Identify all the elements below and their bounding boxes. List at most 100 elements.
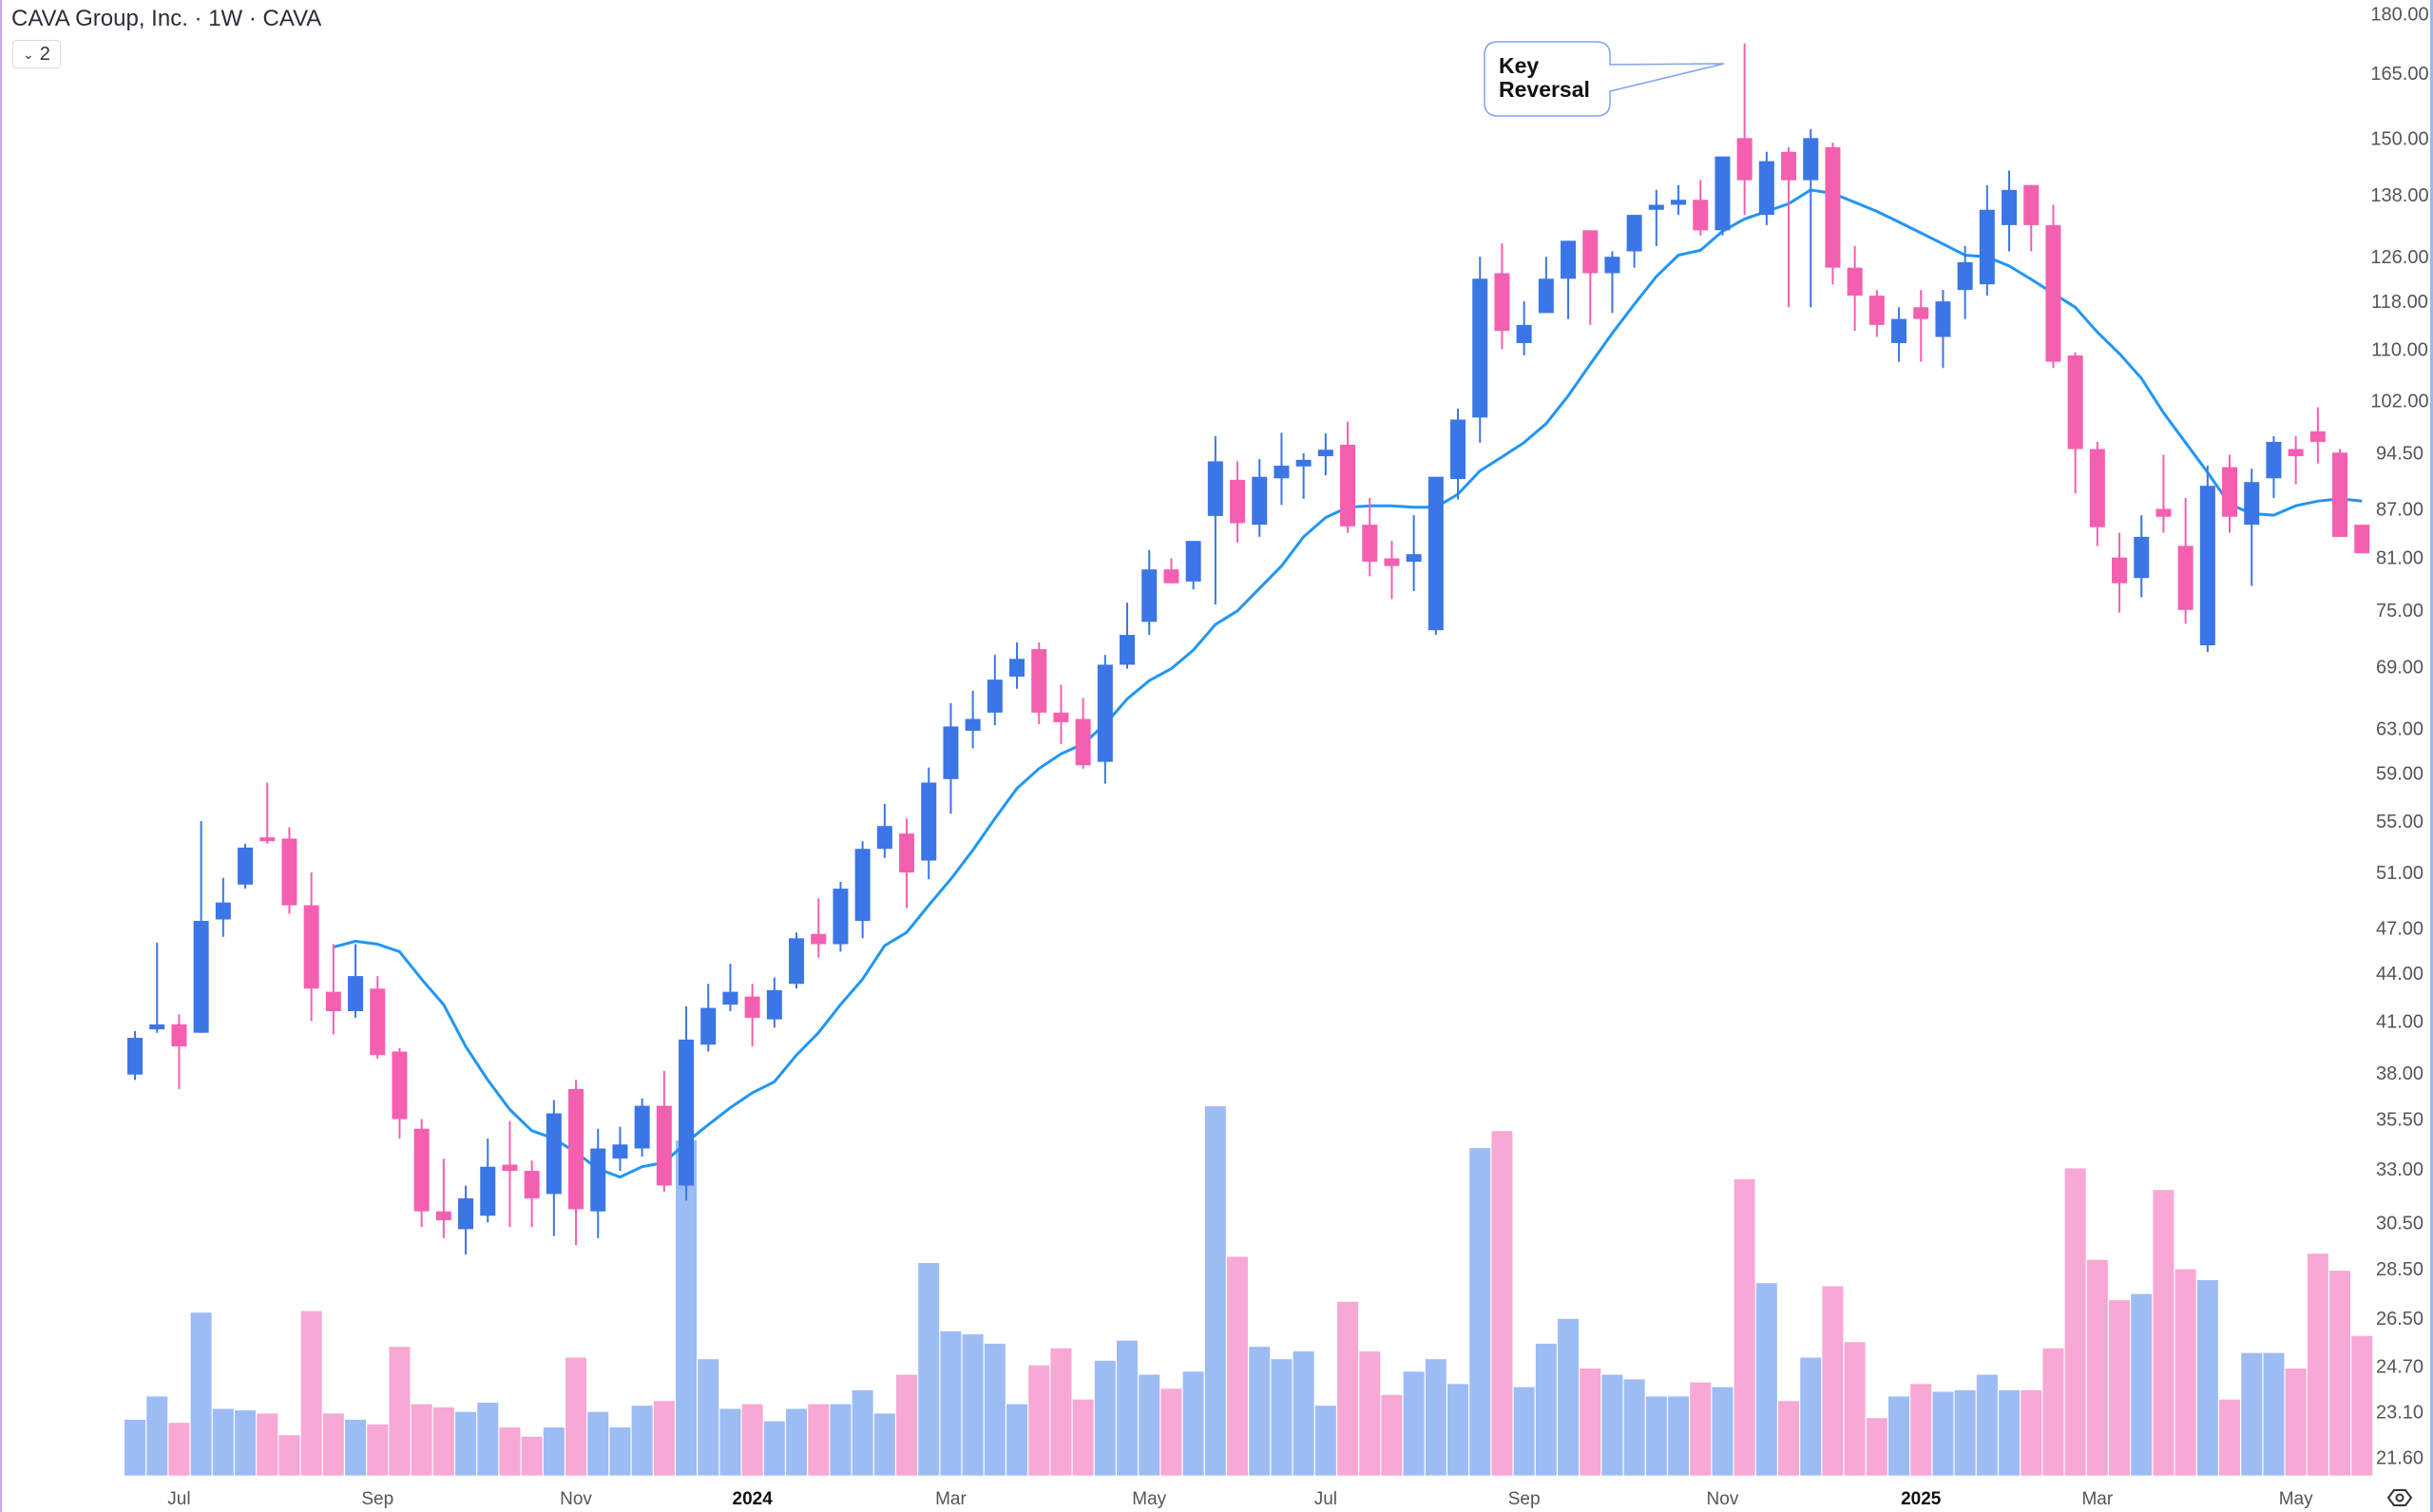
price-tick-label: 23.10 [2376, 1402, 2423, 1423]
candle-body [1825, 146, 1841, 268]
candle-up [590, 1128, 606, 1238]
candle-up [1626, 215, 1642, 268]
volume-bar [1822, 1286, 1844, 1476]
volume-bar [653, 1401, 675, 1476]
volume-bar [676, 1140, 698, 1476]
volume-bar [984, 1343, 1006, 1476]
volume-bar [1910, 1384, 1932, 1476]
candle-body [2199, 486, 2215, 646]
price-tick-label: 24.70 [2376, 1356, 2423, 1377]
volume-bar [300, 1311, 322, 1476]
candle-down [2023, 184, 2040, 252]
eye-icon[interactable] [2386, 1489, 2413, 1506]
candle-up [1207, 436, 1223, 605]
price-tick-label: 44.00 [2376, 964, 2423, 985]
annotation-line-2: Reversal [1499, 77, 1590, 102]
candle-down [2309, 407, 2326, 464]
volume-bar [808, 1404, 830, 1476]
volume-bar [852, 1389, 873, 1476]
price-tick-label: 81.00 [2376, 548, 2423, 569]
volume-bar [1314, 1406, 1336, 1476]
candle-down [303, 872, 319, 1022]
annotation-line-1: Key [1499, 53, 1539, 78]
candle-body [1561, 240, 1577, 279]
price-tick-label: 28.50 [2376, 1259, 2423, 1280]
volume-bar [1491, 1131, 1513, 1476]
candle-up [1516, 301, 1532, 356]
candle-body [238, 847, 254, 885]
candle-body [480, 1166, 496, 1216]
volume-bar [2153, 1190, 2174, 1476]
volume-bar [1800, 1357, 1822, 1476]
candle-down [1031, 642, 1047, 725]
candle-body [1163, 569, 1179, 584]
candle-body [744, 996, 760, 1018]
candle-down [1781, 146, 1797, 308]
candle-body [1913, 307, 1929, 319]
candle-body [1868, 296, 1885, 325]
candle-body [1472, 278, 1488, 418]
volume-bar [1359, 1351, 1381, 1476]
candle-up [193, 820, 209, 1033]
candle-up [1671, 184, 1687, 216]
volume-bar [1094, 1360, 1116, 1476]
indicator-count: 2 [39, 43, 50, 65]
volume-bar [1734, 1178, 1755, 1476]
candle-body [1935, 301, 1951, 337]
candle-body [1604, 257, 1620, 274]
candle-up [348, 944, 364, 1018]
candle-body [2222, 467, 2238, 517]
candle-up [1009, 642, 1025, 689]
candle-body [1847, 267, 1863, 297]
candle-body [2045, 224, 2061, 362]
candle-up [1120, 603, 1136, 669]
price-tick-label: 75.00 [2376, 601, 2423, 622]
volume-bar [631, 1406, 653, 1476]
candle-down [524, 1160, 540, 1228]
candle-body [1758, 161, 1774, 216]
candle-body [392, 1051, 408, 1120]
right-border [2430, 0, 2433, 1512]
indicator-legend-toggle[interactable]: ⌄ 2 [12, 40, 61, 68]
time-axis[interactable]: Jul Sep Nov 2024 Mar May Jul Sep Nov 2025 Mar May [167, 1489, 2313, 1509]
price-axis[interactable]: 180.00 165.00 150.00 138.00 126.00 118.00 110.… [2370, 5, 2428, 1469]
volume-bar [1976, 1374, 1998, 1476]
candle-body [1120, 635, 1136, 665]
price-tick-label: 165.00 [2370, 64, 2428, 85]
candle-up [2244, 469, 2260, 586]
volume-bar [1778, 1401, 1800, 1476]
candle-down [1736, 43, 1753, 216]
candle-body [2089, 449, 2105, 527]
candle-up [921, 767, 937, 880]
volume-bar [1425, 1359, 1446, 1476]
price-tick-label: 138.00 [2370, 185, 2428, 206]
candle-body [1362, 525, 1378, 563]
candle-down [171, 1014, 187, 1089]
volume-bar [1227, 1256, 1249, 1476]
candle-down [1913, 290, 1929, 362]
volume-bar [763, 1421, 785, 1476]
candle-up [1957, 245, 1973, 319]
candle-up [1648, 189, 1664, 246]
candle-body [1450, 419, 1466, 480]
volume-bar [1645, 1396, 1667, 1476]
candle-body [458, 1197, 474, 1230]
candle-body [149, 1024, 165, 1030]
price-tick-label: 33.00 [2376, 1159, 2423, 1180]
volume-bar [190, 1312, 212, 1476]
volume-bar [432, 1407, 454, 1476]
volume-bar [235, 1410, 257, 1476]
candle-down [1075, 698, 1091, 769]
candle-body [1141, 569, 1158, 622]
volume-bar [1932, 1391, 1954, 1476]
candles [127, 43, 2370, 1254]
volume-bar [2131, 1293, 2153, 1476]
volume-bar [168, 1423, 190, 1476]
candle-body [1384, 558, 1400, 566]
key-reversal-annotation[interactable]: Key Reversal [1484, 41, 1725, 117]
candle-up [1758, 151, 1774, 225]
volume-bar [1690, 1382, 1712, 1476]
volume-bar [455, 1411, 477, 1476]
chevron-down-icon: ⌄ [23, 46, 34, 62]
